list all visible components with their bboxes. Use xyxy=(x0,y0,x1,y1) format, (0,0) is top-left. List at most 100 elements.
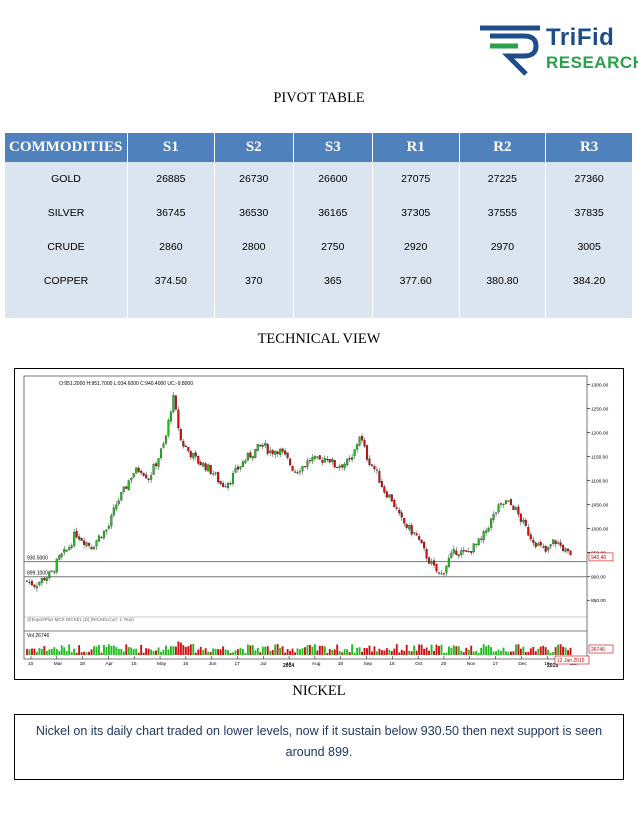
volume-bar xyxy=(271,649,274,655)
volume-bar xyxy=(132,649,135,655)
commentary-text: Nickel on its daily chart traded on lowe… xyxy=(35,724,603,759)
candle-body xyxy=(442,573,445,575)
candle-body xyxy=(155,463,158,467)
candle-body xyxy=(475,543,478,545)
indicator-label: @ExpertPlus MCX NICKEL (D) (NICKELCurr: … xyxy=(27,617,134,622)
candle-body xyxy=(311,457,314,462)
volume-bar xyxy=(88,651,90,655)
candle-body xyxy=(507,500,510,502)
volume-bar xyxy=(45,650,48,655)
volume-bar xyxy=(60,645,63,655)
volume-bar xyxy=(361,651,363,655)
volume-bar xyxy=(70,652,73,655)
candle-body xyxy=(566,548,570,552)
x-tick-label: 17 xyxy=(493,661,499,667)
cell xyxy=(545,298,633,318)
candle-body xyxy=(192,453,195,459)
candle-body xyxy=(564,548,567,553)
candle-body xyxy=(286,452,289,458)
candle-body xyxy=(395,507,398,509)
candle-body xyxy=(244,460,247,464)
commentary-box: Nickel on its daily chart traded on lowe… xyxy=(14,714,624,780)
volume-bar xyxy=(197,649,200,655)
candle-body xyxy=(222,483,225,487)
volume-bar xyxy=(291,648,294,655)
cell: 36165 xyxy=(293,196,373,230)
candle-body xyxy=(385,491,388,498)
y-tick-label: 1100.00 xyxy=(591,478,608,484)
cell: COPPER xyxy=(5,264,128,298)
candle-body xyxy=(544,545,547,552)
volume-bar xyxy=(122,651,125,655)
volume-bar xyxy=(418,644,421,655)
candle-body xyxy=(537,543,540,546)
volume-bar xyxy=(380,650,383,655)
volume-bar xyxy=(405,644,408,655)
year-label-2014: 2014 xyxy=(283,663,294,669)
candle-body xyxy=(90,546,93,550)
candle-body xyxy=(157,458,160,467)
y-tick-label: 1050.00 xyxy=(591,502,609,508)
volume-bar xyxy=(172,646,175,655)
volume-bar xyxy=(187,646,190,655)
y-tick-label: 900.00 xyxy=(591,574,606,580)
candle-body xyxy=(30,581,34,586)
candle-body xyxy=(169,411,172,422)
x-tick-label: 18 xyxy=(80,661,86,667)
volume-bar xyxy=(53,647,56,655)
candle-body xyxy=(502,503,505,505)
volume-bar xyxy=(313,644,316,655)
volume-bar xyxy=(462,652,465,655)
volume-bar xyxy=(304,647,306,655)
volume-bar xyxy=(202,650,205,655)
candle-body xyxy=(477,538,480,546)
volume-bar xyxy=(165,645,167,655)
candle-body xyxy=(316,456,319,458)
candle-body xyxy=(413,532,416,534)
candle-body xyxy=(370,464,374,466)
candle-body xyxy=(470,551,473,553)
y-tick-label: 850.00 xyxy=(591,598,606,604)
candle-body xyxy=(184,445,187,448)
volume-bar xyxy=(544,647,547,655)
candle-body xyxy=(569,550,572,555)
cell: 3005 xyxy=(545,230,633,264)
volume-bar xyxy=(209,652,212,655)
candle-body xyxy=(393,500,396,508)
candle-body xyxy=(249,452,252,458)
volume-bar xyxy=(58,650,61,655)
candle-body xyxy=(226,483,230,488)
candle-body xyxy=(266,444,269,454)
candle-body xyxy=(53,571,56,573)
cell: GOLD xyxy=(5,162,128,196)
volume-bar xyxy=(135,648,138,655)
candle-body xyxy=(423,542,426,549)
candle-body xyxy=(45,577,48,581)
volume-bar xyxy=(279,647,282,655)
brand-name: TriFid xyxy=(546,24,615,51)
candle-body xyxy=(60,553,63,557)
volume-label: Vol 26746 xyxy=(27,633,49,639)
y-tick-label: 1250.00 xyxy=(591,407,609,413)
x-tick-label: 10 xyxy=(28,661,34,667)
candle-body xyxy=(207,464,210,472)
candle-body xyxy=(457,554,460,557)
y-tick-label: 1150.00 xyxy=(591,454,608,460)
volume-bar xyxy=(174,646,177,655)
volume-bar xyxy=(160,651,162,655)
candle-body xyxy=(135,467,138,474)
volume-bar xyxy=(343,649,346,655)
volume-bar xyxy=(487,645,490,655)
candle-body xyxy=(356,444,359,450)
volume-bar xyxy=(234,650,237,655)
volume-bar xyxy=(93,646,95,655)
candle-body xyxy=(398,509,401,514)
volume-bar xyxy=(371,651,373,655)
candle-body xyxy=(512,505,515,511)
volume-bar xyxy=(276,644,279,655)
candle-body xyxy=(231,473,235,484)
cell: 2970 xyxy=(459,230,547,264)
volume-bar xyxy=(31,648,33,655)
candle-body xyxy=(35,586,38,589)
volume-bar xyxy=(214,648,217,655)
